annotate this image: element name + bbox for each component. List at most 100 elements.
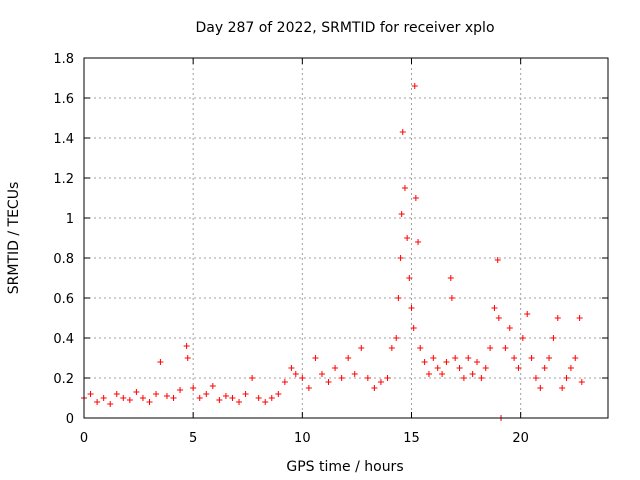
data-point [177, 387, 184, 393]
x-tick-label: 20 [512, 431, 529, 446]
data-point [448, 295, 455, 301]
data-point [465, 355, 472, 361]
data-point [364, 375, 371, 381]
data-point [275, 391, 282, 397]
data-point [87, 391, 94, 397]
data-point [332, 365, 339, 371]
data-point [469, 371, 476, 377]
data-point [408, 305, 415, 311]
data-point [397, 255, 404, 261]
data-point [430, 355, 437, 361]
data-point [447, 275, 454, 281]
data-point [478, 375, 485, 381]
data-point [511, 355, 518, 361]
data-point [268, 395, 275, 401]
data-point [567, 365, 574, 371]
data-point [351, 371, 358, 377]
data-point [563, 375, 570, 381]
y-tick-label: 1.4 [53, 132, 74, 147]
data-point [229, 395, 236, 401]
chart-title: Day 287 of 2022, SRMTID for receiver xpl… [195, 20, 494, 36]
data-point [528, 355, 535, 361]
data-point [107, 401, 114, 407]
y-tick-label: 1.2 [53, 172, 74, 187]
data-point [288, 365, 295, 371]
data-point [398, 211, 405, 217]
data-point [443, 359, 450, 365]
data-point [126, 397, 133, 403]
data-point [515, 365, 522, 371]
y-tick-label: 1.8 [53, 52, 74, 67]
data-point [401, 185, 408, 191]
data-point [554, 315, 561, 321]
data-point [384, 375, 391, 381]
data-point [572, 355, 579, 361]
data-point [421, 359, 428, 365]
axis-ticks: 0 0.2 0.4 0.6 0.8 1 1.2 1.4 1.6 1.8 0 5 10 15 20 [53, 52, 608, 446]
data-point [532, 375, 539, 381]
data-point [133, 389, 140, 395]
data-point [415, 239, 422, 245]
data-point [94, 399, 101, 405]
data-point [153, 391, 160, 397]
data-point [139, 395, 146, 401]
y-tick-label: 1.6 [53, 92, 74, 107]
data-point [183, 343, 190, 349]
data-point [506, 325, 513, 331]
data-point [546, 355, 553, 361]
y-tick-label: 0 [66, 412, 74, 427]
data-point [411, 83, 418, 89]
data-point [146, 399, 153, 405]
data-point [550, 335, 557, 341]
data-point [358, 345, 365, 351]
y-tick-label: 0.6 [53, 292, 74, 307]
y-tick-label: 1 [66, 212, 74, 227]
data-point [494, 257, 501, 263]
data-point [262, 399, 269, 405]
data-point [113, 391, 120, 397]
data-point [305, 385, 312, 391]
data-point [377, 379, 384, 385]
plot-frame [83, 57, 609, 419]
data-point [425, 371, 432, 377]
data-point [417, 345, 424, 351]
data-point [190, 385, 197, 391]
data-point [170, 395, 177, 401]
data-point [163, 393, 170, 399]
data-point [345, 355, 352, 361]
data-point [393, 335, 400, 341]
data-point [242, 391, 249, 397]
data-point [495, 315, 502, 321]
data-point [216, 397, 223, 403]
y-tick-label: 0.4 [53, 332, 74, 347]
x-tick-label: 10 [294, 431, 311, 446]
data-point [196, 395, 203, 401]
data-point [482, 365, 489, 371]
data-point [404, 235, 411, 241]
data-point [184, 355, 191, 361]
data-point [406, 275, 413, 281]
data-point [491, 305, 498, 311]
data-point [399, 129, 406, 135]
data-point [292, 371, 299, 377]
data-point [203, 391, 210, 397]
data-point [474, 359, 480, 365]
data-point [222, 393, 229, 399]
data-point [325, 379, 332, 385]
data-point [576, 315, 583, 321]
data-point [100, 395, 107, 401]
data-point [456, 365, 463, 371]
data-point [236, 399, 243, 405]
y-axis-label: SRMTID / TECUs [6, 182, 22, 295]
data-point [578, 379, 585, 385]
data-point [255, 395, 262, 401]
data-point [371, 385, 378, 391]
data-point [487, 345, 494, 351]
data-point [395, 295, 402, 301]
data-point [460, 375, 467, 381]
data-point [249, 375, 256, 381]
data-point [281, 379, 288, 385]
x-tick-label: 15 [403, 431, 420, 446]
x-axis-label: GPS time / hours [286, 459, 403, 475]
